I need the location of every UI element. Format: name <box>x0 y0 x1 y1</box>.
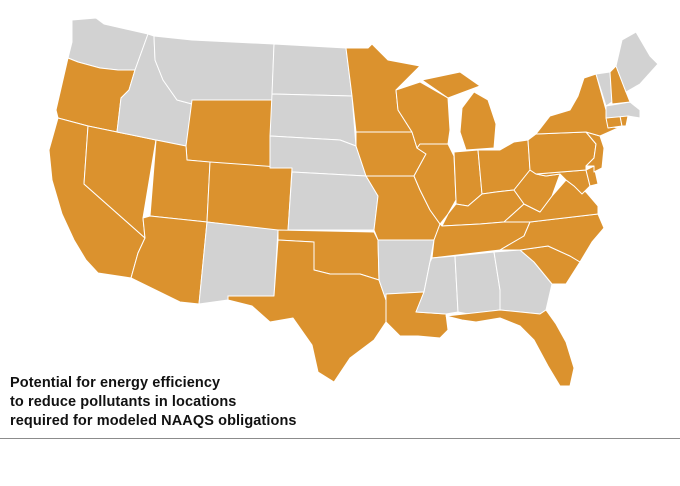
caption-line-2: to reduce pollutants in locations <box>10 394 237 410</box>
state-WY <box>185 99 273 169</box>
state-CO <box>206 161 293 233</box>
state-PA <box>527 131 597 175</box>
caption-line-3: required for modeled NAAQS obligations <box>10 413 297 429</box>
state-MI <box>421 71 497 151</box>
state-IL <box>413 143 457 225</box>
state-RI <box>619 115 629 127</box>
state-AL <box>454 251 501 315</box>
state-FL <box>445 309 575 387</box>
bottom-divider <box>0 438 680 439</box>
state-ME <box>615 31 659 93</box>
state-MS <box>415 255 459 315</box>
state-NC <box>499 213 605 263</box>
state-MA <box>605 101 641 119</box>
state-KS <box>287 171 379 231</box>
state-TX <box>227 239 387 383</box>
map-caption: Potential for energy efficiency to reduc… <box>10 374 410 431</box>
state-NH <box>609 65 631 105</box>
state-NY <box>535 73 619 137</box>
state-ND <box>271 43 353 97</box>
caption-line-1: Potential for energy efficiency <box>10 375 221 391</box>
state-NJ <box>585 131 605 173</box>
state-NM <box>198 221 279 305</box>
